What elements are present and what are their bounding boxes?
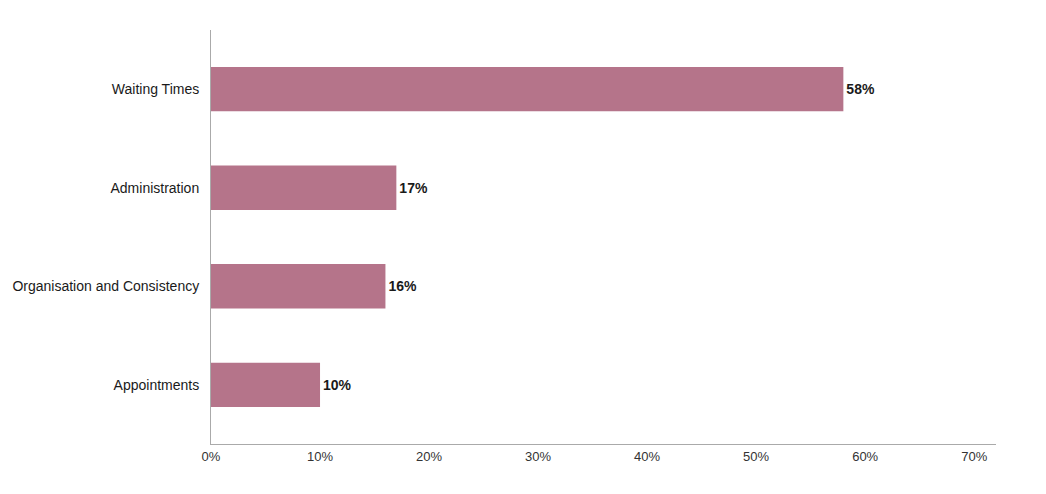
- svg-text:50%: 50%: [743, 449, 769, 464]
- svg-text:Appointments: Appointments: [114, 377, 200, 393]
- svg-text:60%: 60%: [852, 449, 878, 464]
- svg-text:20%: 20%: [416, 449, 442, 464]
- svg-text:16%: 16%: [388, 278, 417, 294]
- svg-text:17%: 17%: [399, 180, 428, 196]
- svg-text:70%: 70%: [961, 449, 987, 464]
- svg-text:10%: 10%: [307, 449, 333, 464]
- svg-text:10%: 10%: [323, 377, 352, 393]
- svg-text:30%: 30%: [525, 449, 551, 464]
- svg-text:40%: 40%: [634, 449, 660, 464]
- svg-text:Organisation and Consistency: Organisation and Consistency: [12, 278, 199, 294]
- svg-text:Administration: Administration: [110, 180, 199, 196]
- svg-text:0%: 0%: [202, 449, 221, 464]
- svg-text:58%: 58%: [846, 81, 875, 97]
- svg-text:Waiting Times: Waiting Times: [112, 81, 199, 97]
